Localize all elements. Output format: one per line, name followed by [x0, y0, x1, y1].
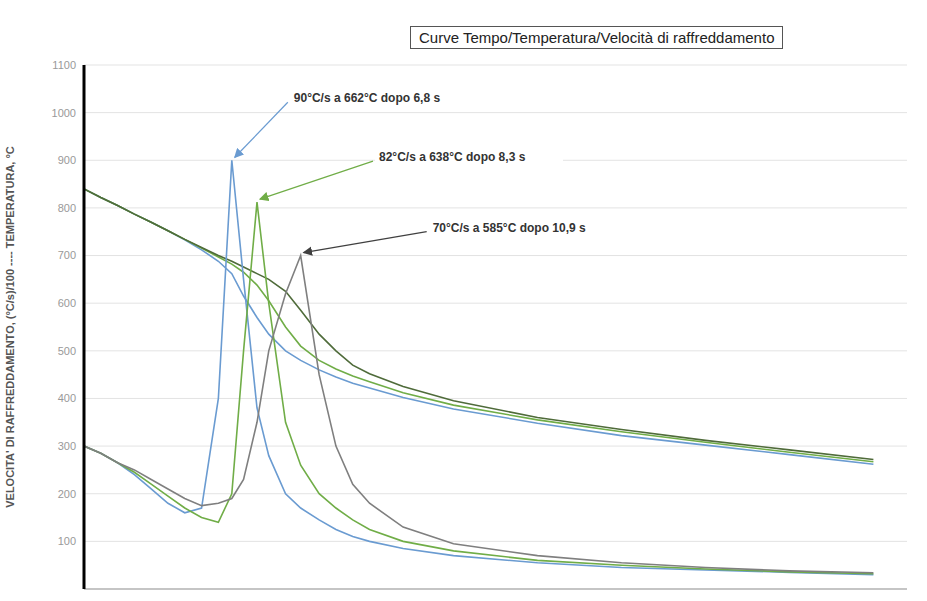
svg-text:800: 800: [58, 202, 76, 214]
svg-text:1100: 1100: [52, 59, 76, 71]
svg-text:70°C/s a 585°C dopo 10,9 s: 70°C/s a 585°C dopo 10,9 s: [433, 221, 586, 235]
svg-text:200: 200: [58, 488, 76, 500]
svg-text:600: 600: [58, 297, 76, 309]
svg-text:1000: 1000: [52, 107, 76, 119]
svg-text:500: 500: [58, 345, 76, 357]
svg-text:82°C/s a 638°C dopo 8,3 s: 82°C/s a 638°C dopo 8,3 s: [379, 150, 526, 164]
svg-text:90°C/s a 662°C dopo 6,8 s: 90°C/s a 662°C dopo 6,8 s: [294, 91, 441, 105]
svg-text:900: 900: [58, 154, 76, 166]
svg-text:VELOCITA' DI RAFFREDDAMENTO, (: VELOCITA' DI RAFFREDDAMENTO, (°C/s)/100 …: [4, 146, 16, 508]
svg-text:100: 100: [58, 535, 76, 547]
html-text:Curve Tempo/Temperatura/Veloci: Curve Tempo/Temperatura/Velocità di raff…: [419, 29, 775, 46]
svg-text:300: 300: [58, 440, 76, 452]
svg-text:700: 700: [58, 249, 76, 261]
svg-text:400: 400: [58, 392, 76, 404]
